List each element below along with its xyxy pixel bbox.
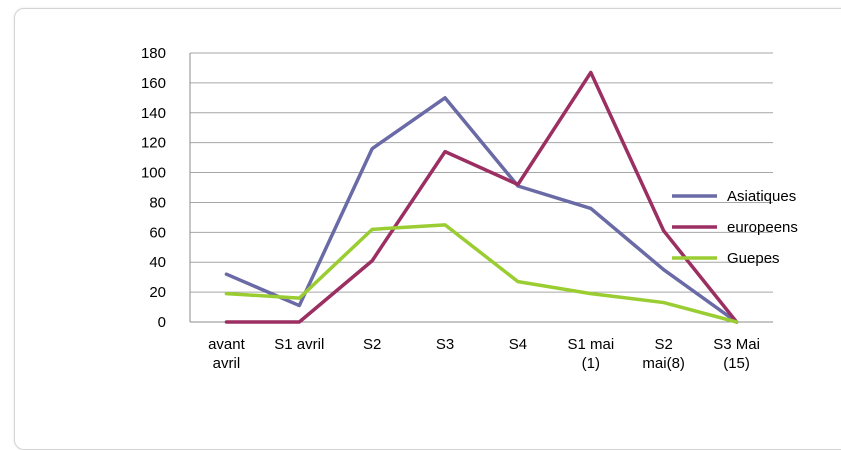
x-tick-label: S3 xyxy=(436,336,454,353)
x-tick-label-line: avril xyxy=(213,355,241,372)
x-tick-label: S3 Mai (15) xyxy=(713,336,760,372)
y-tick-label: 180 xyxy=(141,45,166,62)
line-chart: 0 20 40 60 80 100 120 140 160 180 avant avril S1 av… xyxy=(0,0,841,429)
x-tick-label-line: S4 xyxy=(509,336,527,353)
y-tick-label: 140 xyxy=(141,105,166,122)
y-tick-label: 80 xyxy=(149,194,166,211)
x-tick-label-line: (15) xyxy=(723,355,750,372)
gridlines xyxy=(190,53,773,322)
x-tick-label-line: mai(8) xyxy=(642,355,685,372)
x-tick-label: S1 mai (1) xyxy=(567,336,614,372)
x-tick-label: avant avril xyxy=(208,336,246,372)
x-axis: avant avril S1 avril S2 S3 S4 S1 mai (1) S2 mai(8… xyxy=(208,336,760,372)
x-tick-label-line: S2 xyxy=(655,336,673,353)
x-tick-label-line: (1) xyxy=(582,355,600,372)
x-tick-label: S2 xyxy=(363,336,381,353)
y-tick-label: 20 xyxy=(149,284,166,301)
x-tick-label-line: S1 avril xyxy=(274,336,324,353)
y-axis: 0 20 40 60 80 100 120 140 160 180 xyxy=(141,45,773,331)
y-tick-label: 100 xyxy=(141,165,166,182)
x-tick-label-line: S2 xyxy=(363,336,381,353)
legend-label-asiatiques: Asiatiques xyxy=(727,188,796,205)
series-lines xyxy=(226,72,736,322)
x-tick-label: S1 avril xyxy=(274,336,324,353)
y-tick-label: 160 xyxy=(141,75,166,92)
legend-label-europeens: europeens xyxy=(727,219,798,236)
series-line-guepes xyxy=(226,225,736,322)
x-tick-label: S2 mai(8) xyxy=(642,336,685,372)
x-tick-label-line: S1 mai xyxy=(567,336,614,353)
x-tick-label-line: S3 Mai xyxy=(713,336,760,353)
x-tick-label-line: avant xyxy=(208,336,246,353)
y-tick-label: 120 xyxy=(141,135,166,152)
legend-label-guepes: Guepes xyxy=(727,250,780,267)
y-tick-label: 60 xyxy=(149,224,166,241)
y-tick-label: 0 xyxy=(158,314,166,331)
x-tick-label: S4 xyxy=(509,336,527,353)
series-line-europeens xyxy=(226,72,736,322)
legend: Asiatiques europeens Guepes xyxy=(672,188,798,267)
series-line-asiatiques xyxy=(226,98,736,322)
y-tick-label: 40 xyxy=(149,254,166,271)
x-tick-label-line: S3 xyxy=(436,336,454,353)
